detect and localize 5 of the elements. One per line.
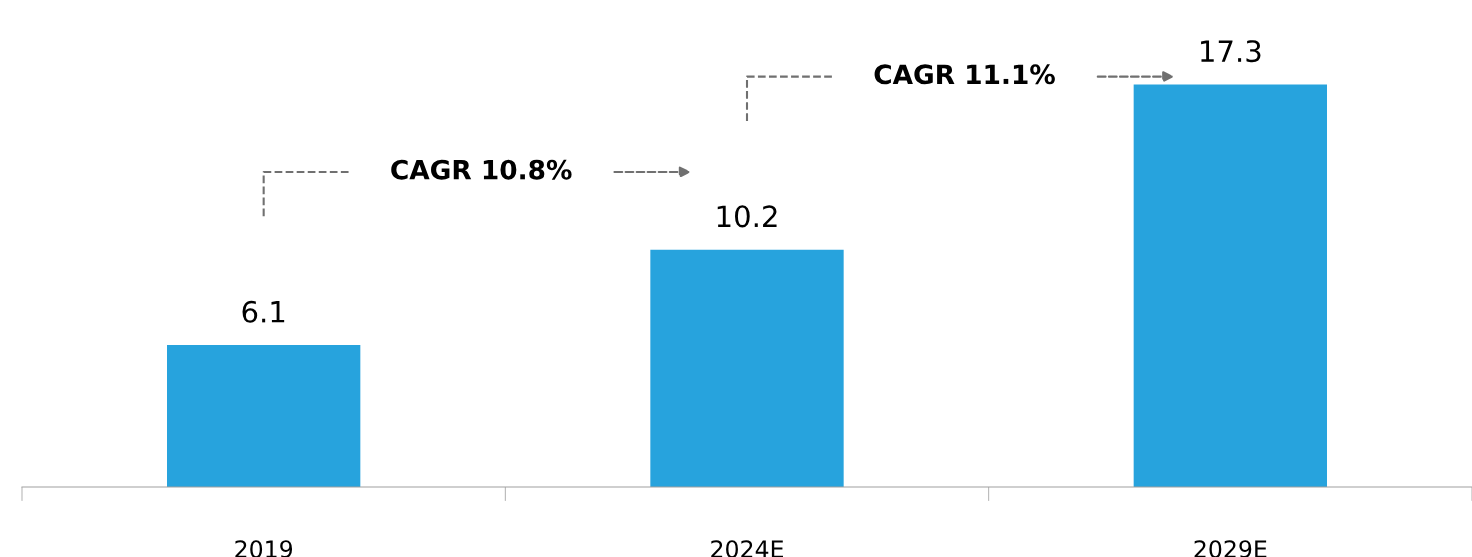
data-label: 6.1 <box>242 300 285 323</box>
data-label: 10.2 <box>717 205 777 228</box>
text: CAGR 11.1% <box>874 64 1055 85</box>
annotation: CAGR 10.8% <box>391 159 572 180</box>
data-label: 17.3 <box>1201 40 1261 63</box>
